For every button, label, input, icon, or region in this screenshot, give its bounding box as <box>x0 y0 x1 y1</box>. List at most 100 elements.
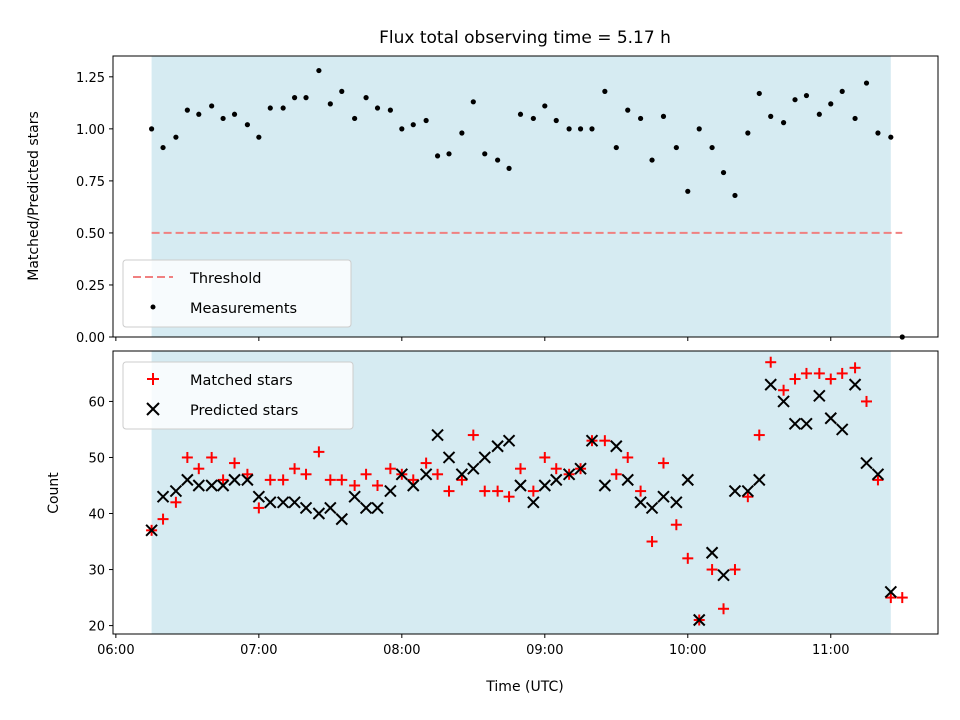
predicted-star-point <box>467 462 480 475</box>
measurement-point <box>184 107 190 113</box>
measurement-point <box>625 107 631 113</box>
matched-star-point <box>503 491 515 503</box>
measurement-point <box>267 105 273 111</box>
matched-star-point <box>896 592 908 604</box>
predicted-star-point <box>299 501 313 515</box>
matched-star-point <box>264 474 276 486</box>
measurement-point <box>828 101 834 107</box>
measurement-point <box>888 134 894 140</box>
measurement-point <box>542 103 548 109</box>
measurement-point <box>220 115 226 122</box>
legend-threshold-label: Threshold <box>189 271 261 287</box>
matched-star-point <box>206 451 218 463</box>
measurement-point <box>303 95 309 101</box>
predicted-star-point <box>670 496 683 509</box>
matched-star-point <box>670 519 682 531</box>
predicted-star-point <box>252 490 266 503</box>
matched-star-point <box>789 373 801 385</box>
predicted-star-point <box>585 434 599 447</box>
matched-star-point <box>229 457 241 469</box>
predicted-star-point <box>192 479 205 492</box>
measurement-point <box>352 115 358 122</box>
predicted-star-point <box>264 496 277 509</box>
measurement-point <box>495 157 501 163</box>
x-tick-label: 09:00 <box>526 643 563 658</box>
predicted-star-point <box>228 473 241 487</box>
predicted-star-point <box>442 451 456 464</box>
predicted-star-point <box>431 428 444 442</box>
measurement-point <box>363 95 369 101</box>
matched-star-point <box>765 356 777 368</box>
predicted-star-point <box>384 484 397 498</box>
measurement-point <box>280 105 286 111</box>
top-legend-box <box>122 259 352 328</box>
measurement-point <box>745 130 751 136</box>
matched-star-point <box>813 367 825 379</box>
matched-star-point <box>718 603 730 615</box>
measurement-point <box>839 88 845 94</box>
measurements-series <box>149 67 905 340</box>
predicted-star-point <box>478 451 491 464</box>
predicted-star-point <box>705 546 719 559</box>
measurement-point <box>602 88 608 94</box>
measurement-point <box>434 153 441 159</box>
matched-star-point <box>657 457 669 469</box>
matched-star-point <box>539 451 551 463</box>
predicted-star-point <box>395 468 409 481</box>
matched-star-point <box>825 373 837 385</box>
x-tick-label: 10:00 <box>669 643 706 658</box>
predicted-star-point <box>335 512 348 526</box>
matched-star-point <box>277 474 289 486</box>
predicted-star-point <box>312 507 326 520</box>
measurement-point <box>660 113 667 119</box>
predicted-star-point <box>491 440 504 453</box>
measurement-point <box>720 169 727 176</box>
matched-star-point <box>313 446 325 458</box>
legend-measurements-swatch <box>150 304 156 310</box>
measurement-point <box>446 151 452 157</box>
y-tick-label: 0.25 <box>76 279 105 294</box>
predicted-star-point <box>860 456 873 470</box>
matched-star-point <box>599 435 611 447</box>
matched-star-point <box>360 468 372 480</box>
y-tick-label: 20 <box>88 620 105 635</box>
measurement-point <box>732 192 738 199</box>
measurement-point <box>339 88 345 94</box>
predicted-star-point <box>145 524 158 537</box>
x-tick-label: 08:00 <box>383 643 420 658</box>
measurement-point <box>566 126 572 132</box>
matched-star-point <box>157 513 169 525</box>
top-panel: 0.00 0.25 0.50 0.75 1.00 1.25 Matched/Predict… <box>26 55 939 346</box>
measurement-point <box>410 122 416 128</box>
predicted-star-point <box>610 440 623 453</box>
predicted-star-point <box>181 473 194 487</box>
top-y-axis-label: Matched/Predicted stars <box>26 111 42 281</box>
measurement-point <box>244 122 251 128</box>
x-tick-label: 06:00 <box>97 643 134 658</box>
matched-star-point <box>170 496 182 508</box>
matched-star-point <box>742 491 754 503</box>
predicted-star-point <box>169 484 183 498</box>
measurement-point <box>875 130 881 136</box>
matched-star-point <box>253 502 265 514</box>
matched-star-point <box>443 485 455 497</box>
legend-matched-swatch <box>147 373 159 385</box>
measurement-point <box>374 105 381 111</box>
measurement-point <box>673 144 679 151</box>
x-tick-label: 11:00 <box>812 643 849 658</box>
predicted-star-point <box>156 490 170 503</box>
matched-star-point <box>420 457 432 469</box>
measurement-point <box>792 97 798 103</box>
y-tick-label: 30 <box>88 564 105 579</box>
predicted-star-point <box>728 484 742 498</box>
measurement-point <box>803 92 810 99</box>
predicted-star-point <box>621 473 634 487</box>
legend-measurements-label: Measurements <box>190 301 297 317</box>
y-tick-label: 60 <box>88 395 105 410</box>
predicted-star-point <box>657 490 670 503</box>
matched-star-point <box>622 451 634 463</box>
predicted-star-point <box>574 462 587 475</box>
predicted-star-point <box>241 473 254 487</box>
matched-star-point <box>635 485 647 497</box>
predicted-star-point <box>514 479 527 492</box>
